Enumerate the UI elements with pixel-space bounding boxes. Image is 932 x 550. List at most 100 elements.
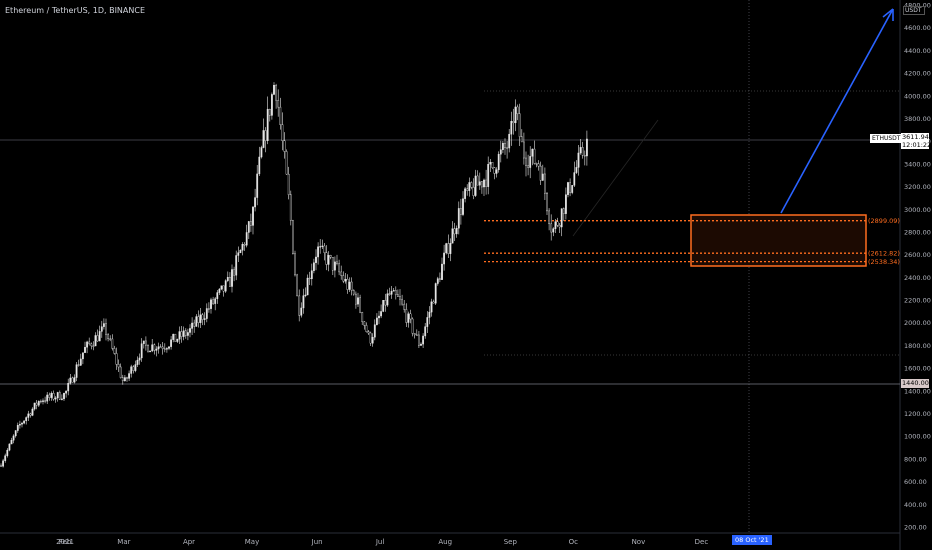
candle-body: [243, 244, 246, 246]
candle-body: [342, 275, 345, 282]
candle-body: [474, 175, 477, 196]
candle-body: [170, 339, 172, 347]
candle-body: [252, 206, 254, 226]
candle-body: [491, 162, 494, 168]
candle-body: [415, 334, 418, 336]
candle-body: [483, 179, 485, 188]
candle-body: [210, 299, 212, 309]
price-axis[interactable]: 4800.00 4600.00 4400.00 4200.00 4000.00 3800.…: [904, 2, 931, 532]
candle-body: [583, 155, 586, 157]
candle-body: [485, 179, 487, 187]
candle-body: [121, 377, 124, 382]
candle-body: [12, 435, 15, 441]
candle-body: [111, 338, 114, 349]
candle-body: [567, 182, 569, 195]
candle-body: [319, 246, 322, 248]
candle-body: [138, 357, 141, 361]
time-tick-label: Oc: [569, 538, 579, 546]
candle-body: [373, 324, 376, 338]
candle-body: [92, 345, 95, 347]
candle-body: [266, 108, 269, 141]
candle-body: [476, 175, 479, 186]
candle-body: [10, 440, 13, 445]
candle-body: [502, 142, 504, 150]
candle-body: [344, 279, 347, 282]
candle-body: [329, 255, 332, 258]
candle-body: [348, 281, 351, 290]
candle-body: [107, 334, 110, 340]
price-tick-label: 4000.00: [904, 92, 931, 100]
symbol-tag: ETHUSDT: [870, 134, 903, 143]
candle-body: [550, 223, 553, 233]
candle-body: [504, 142, 506, 148]
candle-body: [67, 383, 70, 392]
candle-body: [579, 147, 582, 154]
time-tick-label: 2021: [56, 538, 74, 546]
projection-arrow[interactable]: [780, 8, 894, 214]
candle-body: [302, 295, 305, 309]
fib-level-label: (2899.09): [868, 217, 900, 225]
candle-body: [447, 243, 450, 254]
candle-body: [451, 228, 454, 244]
candle-body: [420, 343, 422, 346]
candle-body: [71, 377, 74, 383]
candle-body: [226, 277, 229, 281]
candle-body: [525, 157, 527, 166]
candle-body: [153, 344, 156, 351]
candle-body: [560, 208, 563, 228]
fib-level-label: (2612.82): [868, 250, 900, 258]
time-tick-label: Dec: [695, 538, 709, 546]
price-tick-label: 4400.00: [904, 47, 931, 55]
candle-body: [42, 400, 44, 402]
candle-body: [193, 322, 196, 327]
fib-level-label: (2538.34): [868, 258, 900, 266]
candle-body: [271, 94, 273, 116]
candle-body: [495, 169, 498, 174]
time-tick-label: May: [245, 538, 259, 546]
candle-body: [537, 163, 540, 167]
candle-body: [63, 393, 65, 400]
candle-body: [186, 332, 189, 336]
candle-body: [361, 312, 364, 322]
candle-body: [493, 167, 496, 174]
candle-body: [90, 343, 93, 347]
price-tick-label: 3200.00: [904, 183, 931, 191]
candle-body: [428, 311, 431, 318]
time-tick-label: Feb: [59, 538, 72, 546]
candle-body: [516, 106, 519, 115]
candle-body: [445, 243, 448, 254]
candle-body: [523, 141, 525, 159]
price-tick-label: 200.00: [904, 524, 927, 532]
candle-body: [355, 293, 357, 305]
candle-body: [426, 317, 429, 327]
candle-body: [565, 194, 567, 214]
candle-body: [422, 335, 424, 345]
price-tick-label: 1400.00: [904, 387, 931, 395]
candle-body: [155, 348, 158, 351]
candle-body: [510, 121, 513, 135]
candle-body: [260, 147, 263, 158]
hline-price-tag: 1440.00: [901, 379, 929, 388]
candle-body: [512, 121, 515, 124]
price-tick-label: 600.00: [904, 478, 927, 486]
candle-body: [207, 308, 210, 310]
candle-body: [380, 311, 382, 317]
candle-body: [453, 228, 456, 235]
demand-zone-box[interactable]: [690, 214, 867, 267]
candle-body: [273, 85, 275, 95]
currency-badge: USDT: [903, 6, 925, 15]
candle-body: [6, 449, 9, 456]
candle-body: [157, 346, 160, 350]
price-tick-label: 1000.00: [904, 433, 931, 441]
candle-body: [546, 192, 548, 212]
candle-body: [586, 138, 588, 157]
candle-body: [531, 148, 534, 157]
price-tick-label: 2600.00: [904, 251, 931, 259]
candle-body: [350, 281, 353, 291]
candle-body: [128, 373, 130, 379]
candle-body: [514, 106, 517, 124]
candle-body: [161, 346, 164, 350]
time-tick-label: Jun: [311, 538, 323, 546]
